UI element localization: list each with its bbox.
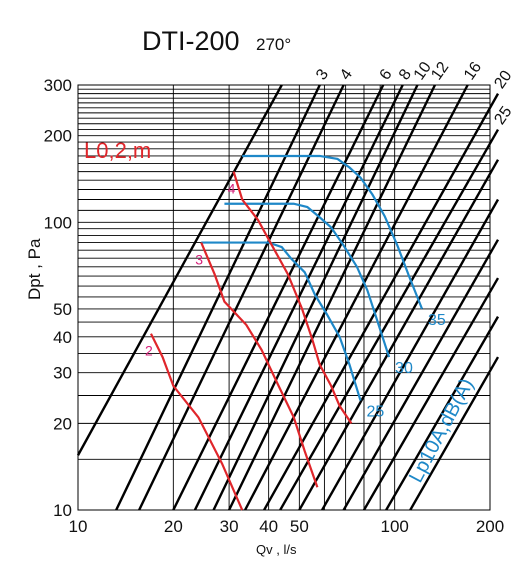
plot-frame bbox=[77, 84, 491, 511]
y-tick-label: 30 bbox=[53, 364, 72, 383]
y-tick-label: 40 bbox=[53, 328, 72, 347]
system-line bbox=[362, 277, 500, 511]
fan-curve-label: 25 bbox=[367, 404, 385, 421]
system-line-label: 3 bbox=[313, 66, 332, 83]
x-axis-label: Qv , l/s bbox=[256, 542, 297, 557]
y-tick-label: 20 bbox=[53, 414, 72, 433]
fan-curve bbox=[224, 202, 391, 358]
system-line bbox=[321, 198, 500, 511]
y-tick-label: 300 bbox=[44, 76, 72, 95]
tick-labels: 10 20 30 40 50 100 200 10 20 30 40 50 100 200 300 bbox=[44, 76, 505, 536]
x-tick-label: 20 bbox=[164, 517, 183, 536]
system-line bbox=[263, 93, 500, 511]
system-line bbox=[279, 128, 500, 511]
chart-title: DTI-200 bbox=[142, 26, 240, 56]
system-line bbox=[409, 356, 500, 511]
system-line bbox=[342, 239, 500, 511]
throw-line-label: 3 bbox=[195, 252, 203, 268]
fan-curve bbox=[242, 154, 424, 310]
x-tick-label: 200 bbox=[476, 517, 504, 536]
throw-line bbox=[200, 242, 319, 488]
system-line bbox=[244, 84, 469, 511]
system-line-label: 25 bbox=[491, 103, 515, 127]
y-tick-label: 200 bbox=[44, 127, 72, 146]
throw-line-label: 4 bbox=[228, 181, 236, 197]
system-line-label: 4 bbox=[337, 66, 356, 83]
system-line bbox=[193, 84, 404, 511]
system-line bbox=[298, 159, 500, 511]
chart-subtitle: 270° bbox=[256, 35, 291, 54]
system-line-label: 20 bbox=[491, 68, 515, 92]
system-line bbox=[385, 316, 500, 511]
x-tick-label: 10 bbox=[69, 517, 88, 536]
throw-legend-label: L0,2,m bbox=[84, 138, 151, 163]
system-line bbox=[228, 84, 437, 511]
x-tick-label: 30 bbox=[220, 517, 239, 536]
y-tick-label: 50 bbox=[53, 300, 72, 319]
y-tick-label: 10 bbox=[53, 501, 72, 520]
system-line bbox=[76, 84, 283, 456]
x-tick-label: 40 bbox=[259, 517, 278, 536]
throw-line bbox=[232, 171, 353, 425]
system-line bbox=[172, 84, 385, 511]
y-tick-label: 100 bbox=[44, 213, 72, 232]
system-line-label: 16 bbox=[461, 59, 485, 83]
y-axis-label: Dpt , Pa bbox=[25, 238, 44, 300]
throw-line bbox=[149, 333, 244, 511]
system-line-label: 12 bbox=[428, 59, 452, 83]
fan-curve-label: 35 bbox=[428, 312, 446, 329]
x-tick-label: 100 bbox=[380, 517, 408, 536]
fan-curves bbox=[201, 154, 424, 401]
x-tick-label: 50 bbox=[290, 517, 309, 536]
fan-curve bbox=[201, 241, 362, 401]
throw-lines bbox=[149, 171, 353, 511]
throw-line-label: 2 bbox=[145, 343, 153, 359]
system-line-label: 6 bbox=[377, 66, 396, 83]
fan-curve-label: 30 bbox=[395, 360, 413, 377]
sound-legend-label: Lp10A,dB(A) bbox=[405, 375, 478, 486]
